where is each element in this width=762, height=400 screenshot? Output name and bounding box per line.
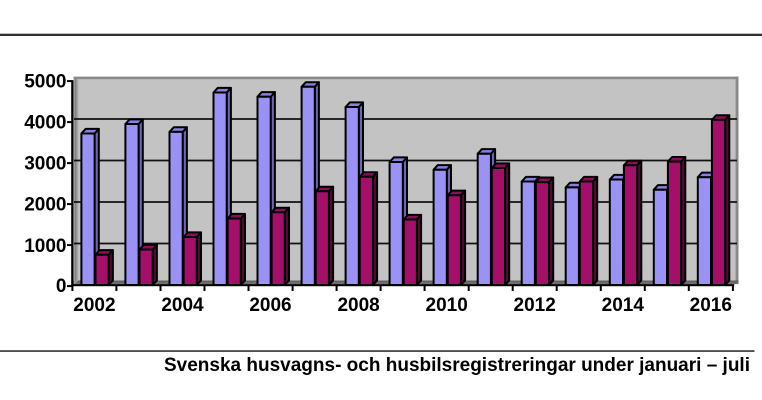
svg-text:2012: 2012	[514, 295, 556, 316]
svg-text:2002: 2002	[73, 295, 115, 316]
svg-text:3000: 3000	[24, 154, 66, 175]
svg-text:4000: 4000	[24, 112, 66, 133]
svg-text:2004: 2004	[161, 295, 204, 316]
svg-text:1000: 1000	[24, 236, 66, 257]
svg-text:2014: 2014	[602, 295, 645, 316]
svg-text:2016: 2016	[690, 295, 732, 316]
svg-text:5000: 5000	[24, 71, 66, 92]
svg-text:2010: 2010	[426, 295, 468, 316]
svg-text:2006: 2006	[249, 295, 291, 316]
svg-text:Svenska husvagns- och husbilsr: Svenska husvagns- och husbilsregistrerin…	[164, 355, 750, 376]
svg-text:0: 0	[56, 276, 67, 297]
svg-text:2008: 2008	[337, 295, 379, 316]
svg-text:2000: 2000	[24, 195, 66, 216]
